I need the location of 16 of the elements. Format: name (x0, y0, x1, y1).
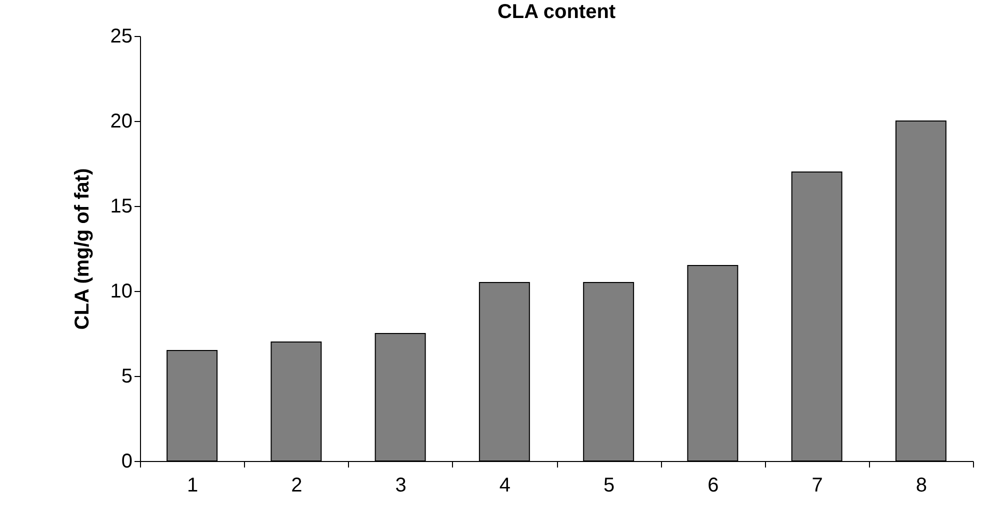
y-tick-label: 15 (110, 196, 132, 218)
y-tick-label: 10 (110, 280, 132, 302)
x-tick-label: 4 (499, 474, 510, 496)
y-tick-label: 20 (110, 110, 132, 132)
x-tick-label: 8 (916, 474, 927, 496)
y-axis-title: CLA (mg/g of fat) (71, 168, 94, 330)
x-tick-label: 7 (812, 474, 823, 496)
x-tick-label: 6 (708, 474, 719, 496)
chart-title: CLA content (497, 1, 616, 23)
y-tick-label: 5 (121, 366, 132, 388)
y-tick-label: 0 (121, 450, 132, 472)
x-tick-label: 1 (187, 474, 198, 496)
x-tick-label: 3 (395, 474, 406, 496)
y-tick-label: 25 (110, 26, 132, 48)
x-tick-label: 5 (604, 474, 615, 496)
x-tick-label: 2 (291, 474, 302, 496)
